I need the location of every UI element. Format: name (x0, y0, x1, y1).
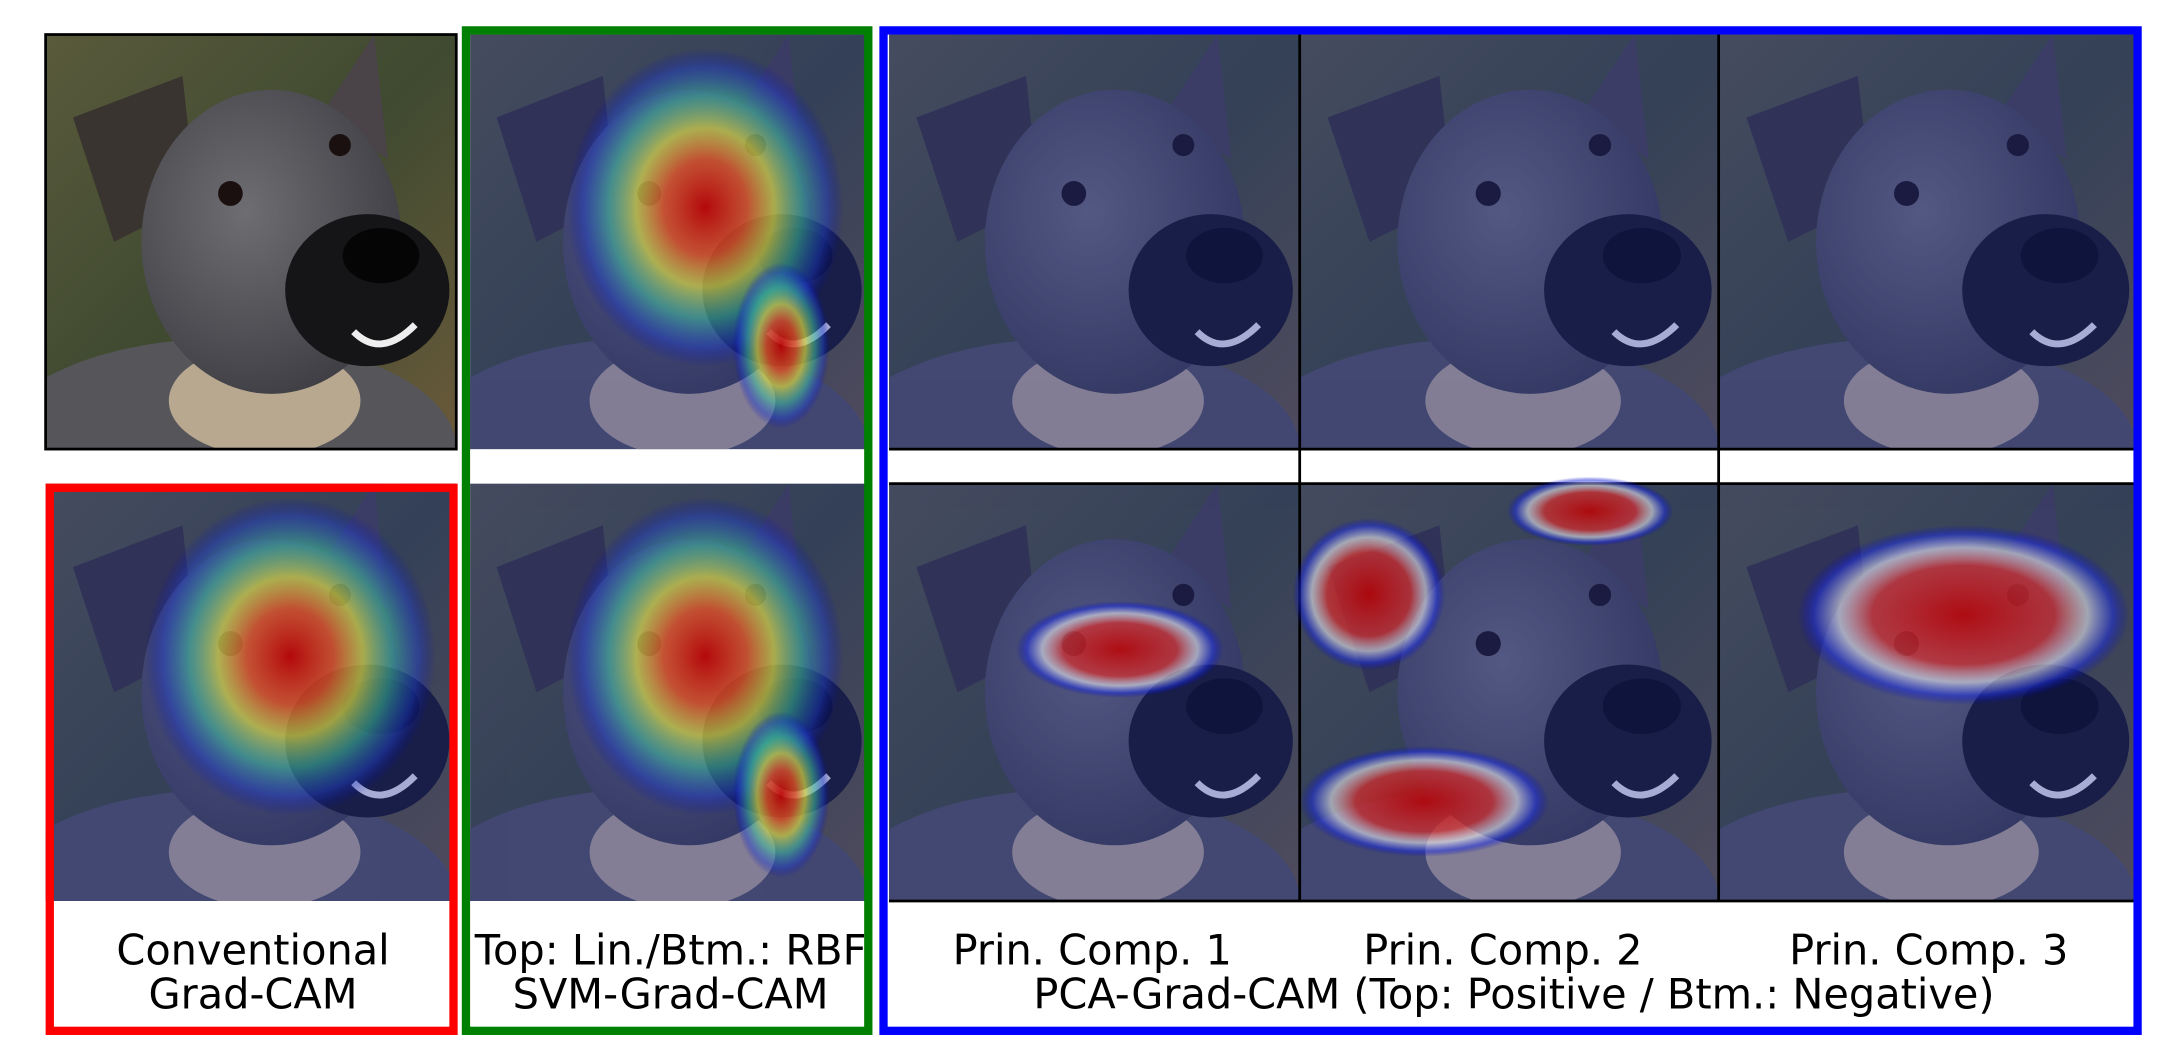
caption: Top: Lin./Btm.: RBF (474, 926, 867, 974)
svm-frame (461, 26, 873, 1035)
image-grid (44, 33, 2137, 903)
pca-frame (879, 26, 2142, 1035)
component-label: Prin. Comp. 3 (1789, 926, 2068, 974)
component-label: Prin. Comp. 1 (953, 926, 1232, 974)
caption: Conventional (116, 926, 389, 974)
conventional-frame (45, 483, 458, 1035)
component-label: Prin. Comp. 2 (1363, 926, 1642, 974)
caption: SVM-Grad-CAM (513, 971, 829, 1019)
caption: PCA-Grad-CAM (Top: Positive / Btm.: Nega… (1033, 971, 1994, 1019)
caption: Grad-CAM (149, 971, 358, 1019)
